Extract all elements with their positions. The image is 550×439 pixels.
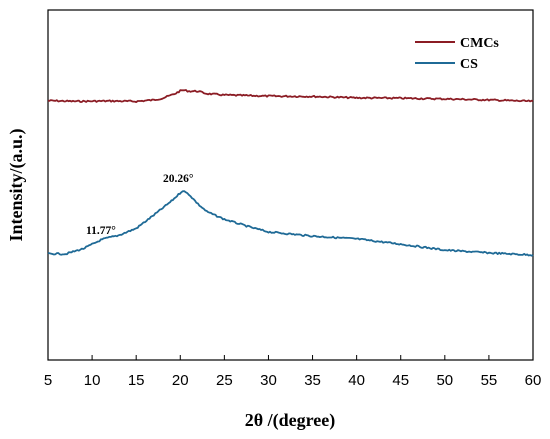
plot-frame [47,9,534,361]
x-tick-label: 40 [348,372,365,389]
y-axis-title: Intensity/(a.u.) [6,128,27,241]
x-tick-label: 50 [436,372,453,389]
x-tick-label: 5 [44,372,52,389]
x-tick-label: 35 [304,372,321,389]
series-layer [47,89,534,257]
series-line-cs [47,190,534,257]
x-tick-label: 10 [84,372,101,389]
x-tick-label: 25 [216,372,233,389]
x-tick-label: 60 [525,372,542,389]
annotation-peak-11: 11.77° [86,225,116,237]
x-tick-label: 20 [172,372,189,389]
series-line-cmcs [47,89,534,103]
legend-label-cmcs: CMCs [460,36,499,51]
x-tick-label: 45 [392,372,409,389]
legend-label-cs: CS [460,57,478,72]
legend: CMCs CS [415,36,499,72]
x-tick-label: 55 [481,372,498,389]
x-axis-title: 2θ /(degree) [245,410,336,431]
annotation-peak-20: 20.26° [163,173,194,185]
x-tick-label: 15 [128,372,145,389]
x-axis-ticks: 5 10 15 20 25 30 35 40 45 50 55 60 [44,355,542,389]
x-tick-label: 30 [260,372,277,389]
